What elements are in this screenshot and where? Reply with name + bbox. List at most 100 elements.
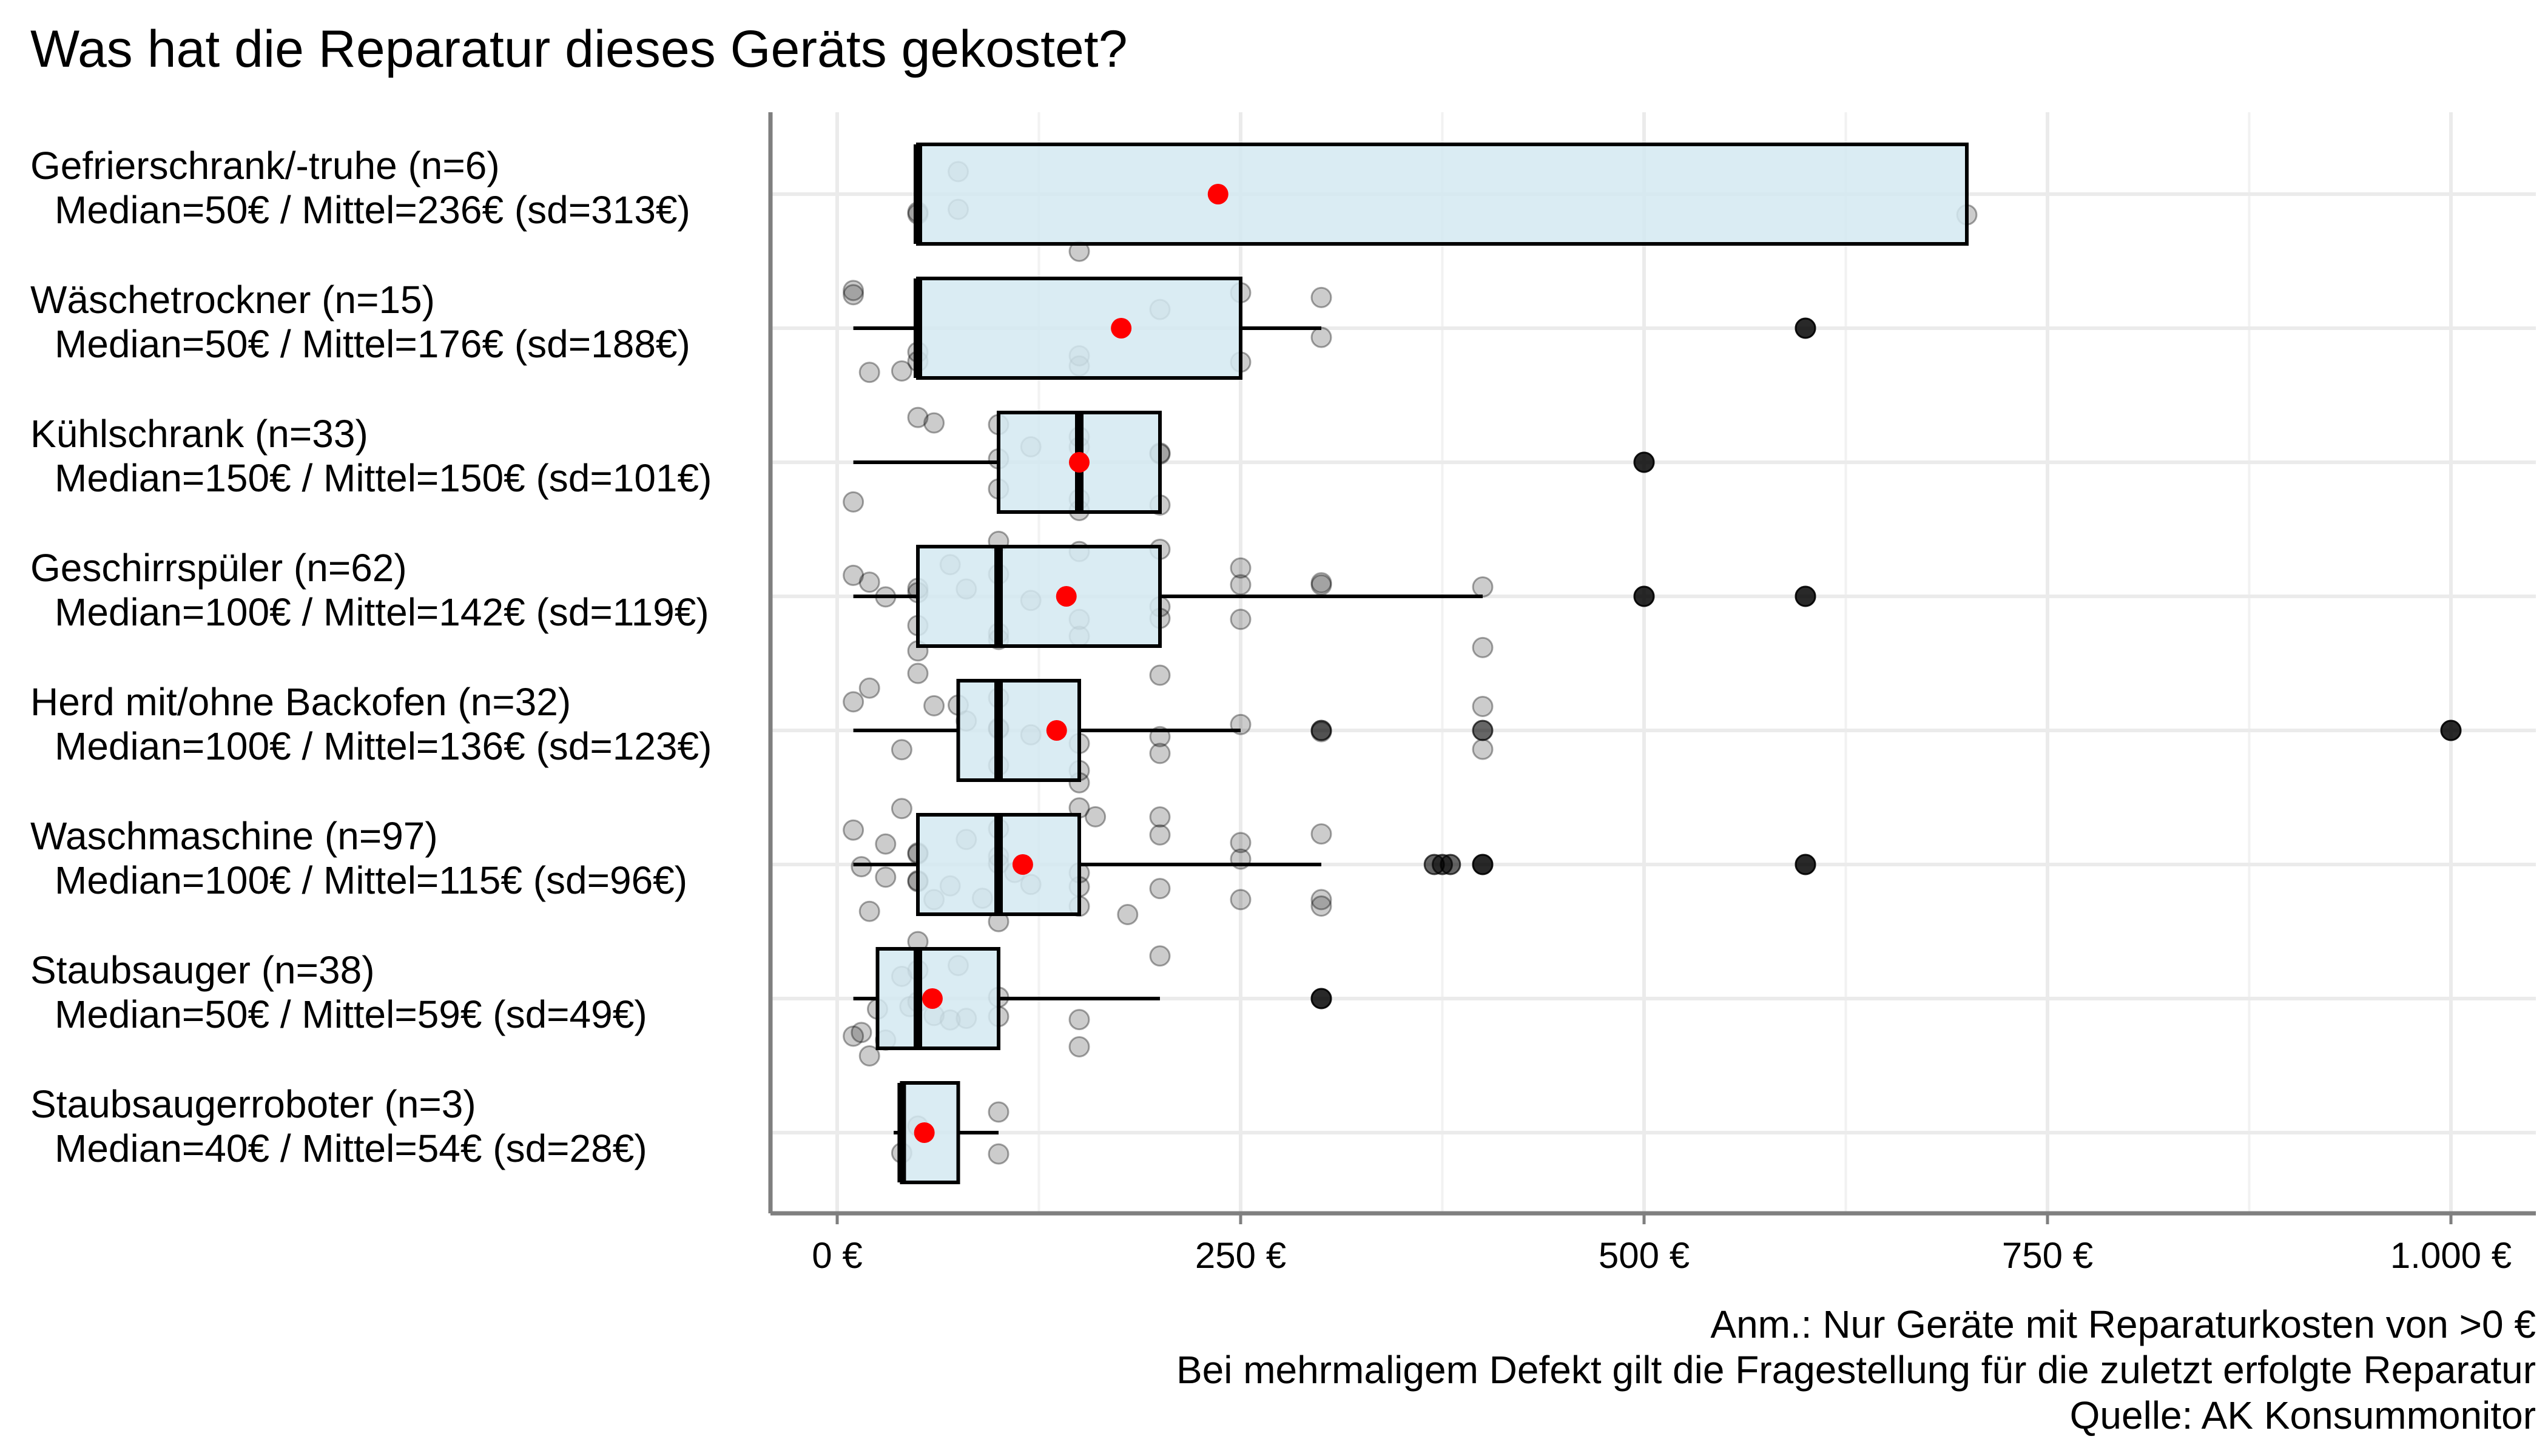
data-point	[1310, 286, 1332, 308]
category-label: Waschmaschine (n=97)	[30, 814, 438, 858]
data-point	[1230, 832, 1252, 854]
boxplot-0	[914, 143, 1969, 246]
category-label: Staubsauger (n=38)	[30, 948, 375, 992]
data-point	[907, 662, 929, 684]
data-point	[1117, 903, 1139, 925]
outlier-point	[1310, 720, 1332, 741]
boxplot-5	[853, 813, 1321, 916]
box-iqr	[916, 545, 1162, 648]
data-point	[907, 406, 929, 428]
outlier-point	[1795, 585, 1816, 607]
outlier-point	[1633, 585, 1655, 607]
boxplot-2	[853, 411, 1162, 514]
outlier-point	[2440, 720, 2462, 741]
category-labels: Gefrierschrank/-truhe (n=6)Median=50€ / …	[30, 144, 712, 1170]
mean-point	[1111, 318, 1132, 339]
x-tick-label: 1.000 €	[2390, 1235, 2512, 1276]
data-point	[1310, 574, 1332, 596]
data-point	[891, 798, 912, 820]
note-line-1: Anm.: Nur Geräte mit Reparaturkosten von…	[1710, 1303, 2536, 1346]
data-point	[858, 1045, 880, 1067]
data-point	[1472, 695, 1494, 717]
data-point	[875, 833, 897, 855]
category-label: Herd mit/ohne Backofen (n=32)	[30, 680, 571, 724]
data-point	[1085, 806, 1107, 827]
mean-point	[1069, 452, 1090, 473]
outlier-point	[1310, 988, 1332, 1009]
category-label: Kühlschrank (n=33)	[30, 412, 368, 456]
data-point	[923, 695, 945, 716]
boxplot-1	[853, 277, 1321, 380]
chart-title: Was hat die Reparatur dieses Geräts geko…	[30, 20, 1128, 78]
category-stats-label: Median=100€ / Mittel=115€ (sd=96€)	[55, 858, 687, 902]
category-stats-label: Median=40€ / Mittel=54€ (sd=28€)	[55, 1127, 647, 1170]
category-label: Geschirrspüler (n=62)	[30, 546, 407, 590]
x-tick-label: 500 €	[1599, 1235, 1690, 1276]
data-point	[858, 571, 880, 593]
data-point	[851, 1022, 872, 1043]
mean-point	[914, 1122, 935, 1143]
data-point	[1149, 945, 1171, 967]
data-point	[843, 819, 864, 841]
data-point	[858, 677, 880, 699]
outlier-point	[1633, 451, 1655, 473]
data-point	[1472, 636, 1494, 658]
category-stats-label: Median=50€ / Mittel=59€ (sd=49€)	[55, 993, 647, 1036]
data-point	[1068, 1036, 1090, 1057]
data-point	[843, 284, 864, 306]
category-label: Gefrierschrank/-truhe (n=6)	[30, 144, 500, 187]
data-point	[843, 691, 864, 713]
data-point	[891, 739, 912, 761]
note-line-2: Bei mehrmaligem Defekt gilt die Frageste…	[1176, 1348, 2536, 1392]
axes: 0 € 250 € 500 € 750 € 1.000 €	[768, 112, 2536, 1276]
mean-point	[1012, 854, 1033, 875]
boxplot-7	[894, 1081, 999, 1184]
data-point	[1230, 889, 1252, 911]
box-iqr	[916, 143, 1969, 246]
x-tick-label: 250 €	[1195, 1235, 1286, 1276]
data-point	[843, 280, 864, 302]
data-point	[1310, 895, 1332, 917]
category-stats-label: Median=100€ / Mittel=136€ (sd=123€)	[55, 724, 712, 768]
data-point	[1230, 608, 1252, 630]
data-point	[858, 900, 880, 922]
data-point	[843, 564, 864, 586]
boxplot-6	[853, 947, 1160, 1050]
boxplots	[853, 143, 1969, 1184]
data-point	[843, 491, 864, 513]
outlier-point	[1795, 854, 1816, 875]
data-point	[988, 1143, 1009, 1165]
data-point	[1310, 326, 1332, 348]
data-point	[1149, 664, 1171, 686]
data-point	[851, 856, 872, 878]
outlier-point	[1472, 854, 1494, 875]
boxplot-4	[853, 679, 1241, 782]
category-stats-label: Median=50€ / Mittel=176€ (sd=188€)	[55, 322, 690, 366]
data-point	[1149, 743, 1171, 764]
data-point	[1230, 574, 1252, 596]
mean-point	[1046, 720, 1067, 741]
data-point	[1310, 823, 1332, 845]
data-point	[988, 1101, 1009, 1123]
outlier-point	[1440, 854, 1461, 875]
data-point	[891, 360, 912, 382]
box-iqr	[916, 277, 1242, 380]
mean-point	[1056, 586, 1077, 607]
data-point	[1472, 738, 1494, 760]
data-point	[1230, 557, 1252, 579]
x-tick-label: 0 €	[812, 1235, 862, 1276]
mean-point	[1207, 184, 1228, 204]
data-point	[1149, 824, 1171, 846]
data-point	[1472, 576, 1494, 598]
mean-point	[922, 988, 943, 1009]
category-stats-label: Median=50€ / Mittel=236€ (sd=313€)	[55, 188, 690, 232]
data-point	[875, 866, 897, 888]
data-point	[1068, 1009, 1090, 1031]
outlier-point	[1795, 317, 1816, 339]
x-tick-label: 750 €	[2002, 1235, 2093, 1276]
data-point	[1310, 572, 1332, 594]
data-point	[1149, 806, 1171, 828]
outlier-point	[1472, 720, 1494, 741]
source-line: Quelle: AK Konsummonitor	[2070, 1394, 2536, 1437]
